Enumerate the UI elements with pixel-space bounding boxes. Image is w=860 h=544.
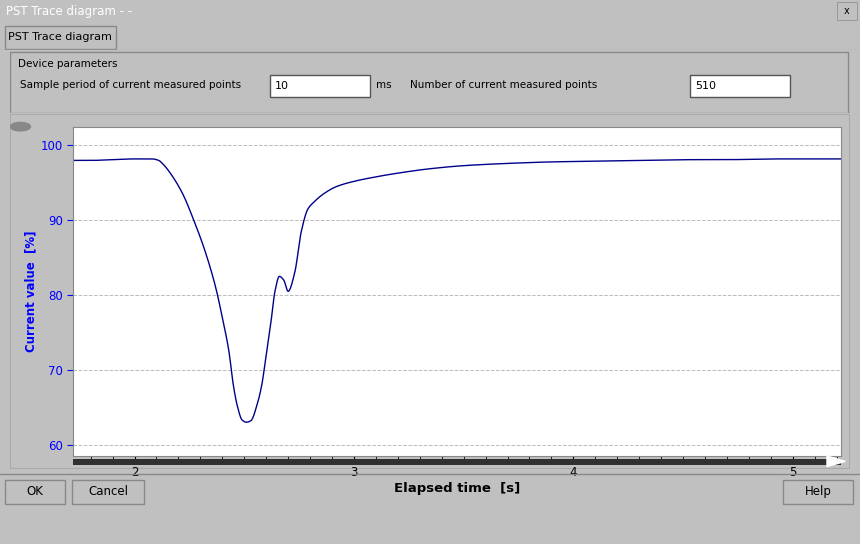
Text: Help: Help [805,485,832,498]
Bar [690,75,789,97]
Bar [270,75,370,97]
Text: Cancel: Cancel [88,485,128,498]
Bar [837,2,857,20]
Text: Sample period of current measured points: Sample period of current measured points [21,80,242,90]
Text: Number of current measured points: Number of current measured points [410,80,597,90]
FancyBboxPatch shape [4,26,115,48]
Text: 510: 510 [695,81,716,91]
Text: OK: OK [27,485,44,498]
Bar [5,480,65,504]
Text: PST Trace diagram - -: PST Trace diagram - - [6,5,132,17]
Bar [72,480,144,504]
Bar [783,480,853,504]
Text: PST Trace diagram: PST Trace diagram [8,32,112,42]
Polygon shape [827,456,845,467]
Text: x: x [845,6,850,16]
Bar [73,459,841,465]
Text: ms: ms [376,80,391,90]
X-axis label: Elapsed time  [s]: Elapsed time [s] [394,482,520,495]
Text: 10: 10 [275,81,289,91]
Text: Device parameters: Device parameters [18,59,118,69]
Y-axis label: Current value  [%]: Current value [%] [25,231,38,352]
Circle shape [10,122,30,131]
